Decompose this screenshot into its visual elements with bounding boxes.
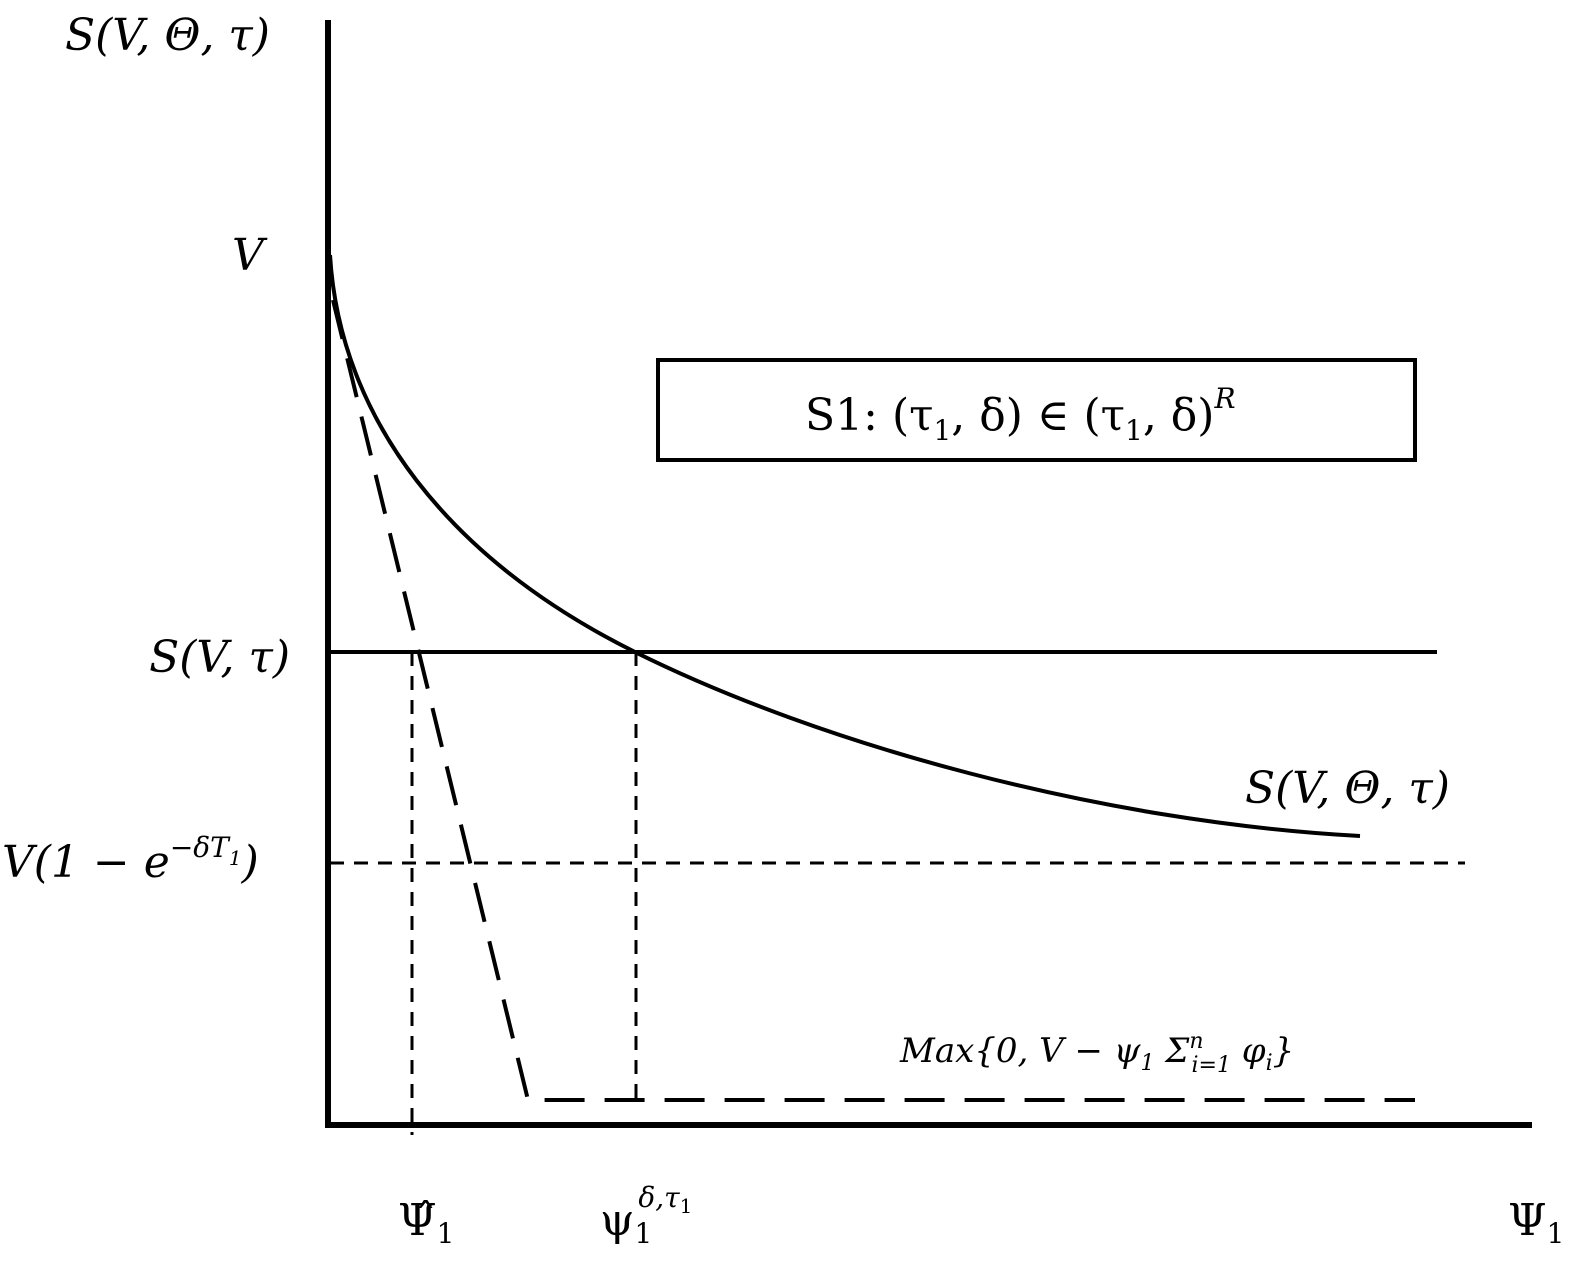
label-part: ψ: [600, 1195, 635, 1246]
max-label: Max{0, V − ψ1 Σn i=1 φi}: [899, 1029, 1294, 1078]
label-part: 1: [680, 1194, 693, 1218]
label-part: 1: [1547, 1217, 1565, 1250]
label-part: Ψ̂: [398, 1195, 437, 1246]
v-label: V: [232, 230, 268, 281]
s-v-tau-label: S(V, τ): [149, 632, 290, 683]
region-box: [656, 358, 1417, 462]
label-part: i: [1266, 1051, 1273, 1076]
label-part: , δ): [1143, 390, 1215, 441]
label-part: 1: [635, 1217, 653, 1250]
label-part: φ: [1231, 1031, 1266, 1071]
label-part: 1: [437, 1217, 455, 1250]
s-curve: [328, 254, 1361, 838]
psi-delta-label: ψ1δ,τ1: [600, 1181, 692, 1250]
y-axis-label: S(V, Θ, τ): [65, 10, 270, 61]
label-part: V(1 − e: [2, 837, 170, 888]
label-part: ): [241, 837, 259, 888]
floor-label: V(1 − e−δT1): [2, 831, 259, 888]
label-part: δ,τ: [638, 1181, 680, 1214]
max-line: [331, 299, 1415, 1102]
label-part: Σ: [1154, 1031, 1190, 1071]
box-label: S1: (τ1, δ) ∈ (τ1, δ)R: [805, 382, 1236, 447]
label-part: 1: [1140, 1051, 1154, 1076]
label-part: 1: [229, 846, 242, 870]
label-part: Max{0, V − ψ: [899, 1031, 1141, 1071]
label-part: −δT: [170, 831, 231, 864]
psi-hat-label: Ψ̂1: [398, 1195, 454, 1250]
label-part: R: [1213, 382, 1235, 415]
label-part: 1: [933, 414, 951, 447]
psi-axis-label: Ψ1: [1508, 1195, 1564, 1250]
label-part: Ψ: [1508, 1195, 1547, 1246]
label-part: n: [1189, 1029, 1203, 1054]
label-part: S1: (τ: [805, 390, 933, 441]
label-part: }: [1273, 1031, 1295, 1071]
curve-label: S(V, Θ, τ): [1245, 763, 1450, 814]
label-part: i=1: [1192, 1053, 1231, 1078]
label-part: , δ) ∈ (τ: [951, 390, 1125, 441]
label-part: 1: [1125, 414, 1143, 447]
